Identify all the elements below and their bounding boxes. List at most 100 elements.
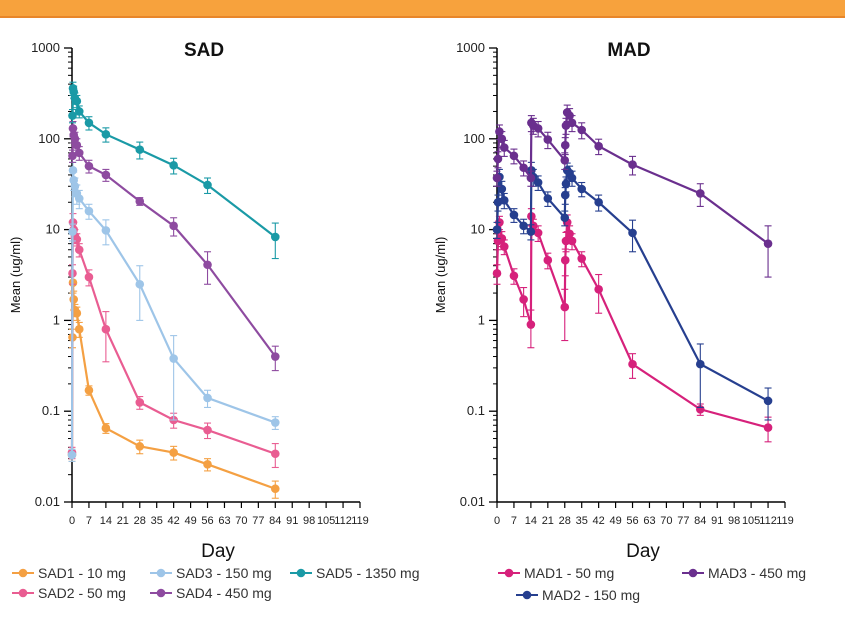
data-point — [533, 124, 543, 133]
data-point — [101, 170, 111, 180]
data-point — [101, 226, 111, 235]
data-point — [560, 213, 570, 223]
data-point — [560, 190, 570, 200]
data-point — [492, 269, 502, 278]
legend-item: MAD1 - 50 mg — [498, 565, 614, 581]
x-tick-label: 21 — [542, 515, 554, 527]
data-point — [67, 450, 77, 460]
legend-label: SAD4 - 450 mg — [176, 585, 272, 601]
data-point — [270, 484, 280, 494]
data-point — [69, 87, 78, 97]
data-point — [526, 227, 536, 236]
data-point — [560, 302, 570, 312]
x-tick-label: 70 — [660, 515, 672, 527]
data-point — [628, 228, 637, 238]
y-tick-label: 0.1 — [42, 403, 60, 418]
legend-marker-icon — [150, 588, 172, 598]
data-point — [72, 140, 82, 150]
data-point — [561, 236, 571, 246]
data-point — [519, 295, 528, 304]
x-tick-label: 91 — [286, 515, 298, 527]
legend-item: SAD5 - 1350 mg — [290, 565, 420, 581]
legend-label: MAD3 - 450 mg — [708, 565, 807, 581]
legend-label: SAD1 - 10 mg — [38, 565, 126, 581]
x-tick-label: 28 — [559, 515, 571, 527]
x-tick-label: 49 — [609, 515, 621, 527]
y-tick-label: 1 — [478, 312, 485, 327]
data-point — [509, 271, 519, 281]
data-point — [567, 173, 577, 183]
x-tick-label: 7 — [511, 515, 517, 527]
legend-item: SAD1 - 10 mg — [12, 565, 126, 581]
data-point — [526, 320, 536, 329]
data-point — [628, 359, 637, 369]
legend-label: SAD3 - 150 mg — [176, 565, 272, 581]
x-tick-label: 21 — [117, 515, 129, 527]
x-tick-label: 7 — [86, 515, 92, 527]
x-tick-label: 84 — [269, 515, 281, 527]
data-point — [533, 178, 543, 187]
data-point — [577, 125, 587, 135]
data-point — [695, 359, 705, 369]
data-point — [543, 194, 553, 203]
chart-title: SAD — [184, 40, 224, 61]
data-point — [763, 396, 773, 406]
legend-marker-icon — [682, 568, 704, 578]
x-axis-label: Day — [626, 541, 660, 562]
data-point — [497, 184, 507, 194]
legend-item: MAD2 - 150 mg — [516, 587, 640, 603]
data-point — [84, 385, 94, 395]
data-point — [499, 143, 509, 152]
data-point — [169, 221, 178, 231]
data-point — [543, 255, 553, 265]
x-tick-label: 63 — [218, 515, 230, 527]
data-point — [526, 173, 536, 183]
x-tick-label: 63 — [643, 515, 655, 527]
data-point — [519, 163, 528, 173]
data-point — [594, 141, 603, 151]
data-point — [72, 235, 82, 244]
data-point — [560, 140, 570, 150]
x-axis-label: Day — [201, 541, 235, 562]
data-point — [169, 448, 178, 457]
top-header-band — [0, 0, 845, 18]
data-point — [519, 221, 528, 231]
data-point — [84, 118, 94, 128]
legend-label: MAD1 - 50 mg — [524, 565, 615, 581]
x-tick-label: 112 — [334, 515, 352, 527]
data-point — [68, 151, 77, 161]
data-point — [135, 196, 145, 206]
data-point — [270, 352, 280, 361]
x-tick-label: 105 — [317, 515, 335, 527]
data-point — [533, 228, 543, 238]
legend-marker-icon — [12, 568, 34, 578]
x-tick-label: 35 — [151, 515, 163, 527]
legend-marker-icon — [290, 568, 312, 578]
x-tick-label: 14 — [100, 515, 112, 527]
y-tick-label: 10 — [46, 222, 60, 237]
data-point — [628, 160, 637, 169]
legend-item: SAD4 - 450 mg — [150, 585, 272, 601]
y-tick-label: 100 — [38, 131, 60, 146]
data-point — [509, 210, 519, 220]
x-tick-label: 28 — [134, 515, 146, 527]
x-tick-label: 119 — [351, 515, 369, 527]
x-tick-label: 42 — [593, 515, 605, 527]
data-point — [560, 255, 570, 265]
legend-marker-icon — [516, 590, 538, 600]
x-tick-label: 77 — [252, 515, 264, 527]
y-tick-label: 10 — [471, 222, 485, 237]
data-point — [169, 354, 178, 363]
data-point — [68, 111, 77, 120]
data-point — [101, 324, 111, 334]
data-point — [509, 151, 519, 161]
legend-item: SAD2 - 50 mg — [12, 585, 126, 601]
x-tick-label: 56 — [201, 515, 213, 527]
data-point — [577, 184, 587, 194]
y-tick-label: 0.1 — [467, 403, 485, 418]
y-tick-label: 1 — [53, 312, 60, 327]
data-point — [135, 398, 145, 407]
y-axis-label: Mean (ug/ml) — [433, 237, 448, 314]
legend-label: SAD5 - 1350 mg — [316, 565, 420, 581]
x-tick-label: 70 — [235, 515, 247, 527]
